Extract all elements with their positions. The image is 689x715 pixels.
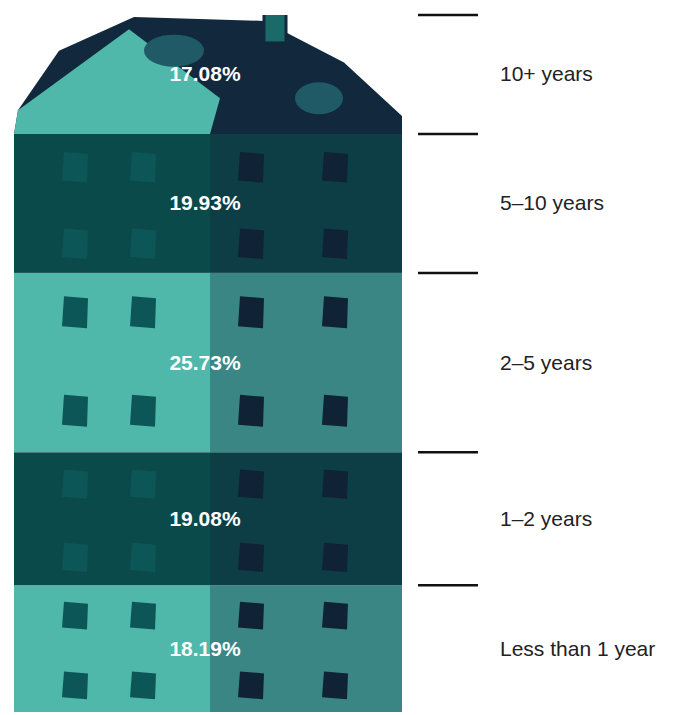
roof-window <box>295 82 343 114</box>
band-tick <box>418 272 478 275</box>
data-label: 19.08% <box>169 507 241 530</box>
category-label: 1–2 years <box>500 507 592 530</box>
category-label: 5–10 years <box>500 191 604 214</box>
window <box>130 470 156 499</box>
floor <box>14 134 402 273</box>
data-label: 17.08% <box>169 62 241 85</box>
window <box>322 671 348 699</box>
category-label: 10+ years <box>500 62 593 85</box>
labels: 18.19% Less than 1 year 19.08% 1–2 years 25.… <box>169 15 655 660</box>
category-label: 2–5 years <box>500 351 592 374</box>
window <box>238 228 264 259</box>
window <box>322 228 348 259</box>
chimney <box>264 15 286 43</box>
window <box>62 228 88 259</box>
data-label: 18.19% <box>169 637 241 660</box>
band-tick <box>418 584 478 587</box>
window <box>62 152 88 183</box>
floor <box>14 273 402 452</box>
window <box>130 296 156 328</box>
window <box>322 152 348 183</box>
floor <box>14 452 402 585</box>
building <box>14 15 402 712</box>
data-label: 19.93% <box>169 191 241 214</box>
window <box>62 395 88 427</box>
window <box>238 152 264 183</box>
band-tick <box>418 14 478 17</box>
floor <box>14 585 402 712</box>
window <box>130 152 156 183</box>
roof <box>14 15 402 134</box>
roof-shape <box>14 17 402 134</box>
window <box>62 543 88 572</box>
window <box>322 543 348 572</box>
window <box>322 395 348 427</box>
window <box>62 296 88 328</box>
window <box>238 395 264 427</box>
window <box>130 228 156 259</box>
window <box>238 602 264 630</box>
window <box>238 296 264 328</box>
data-label: 25.73% <box>169 351 241 374</box>
window <box>130 602 156 630</box>
window <box>238 671 264 699</box>
window <box>130 543 156 572</box>
chart: 18.19% Less than 1 year 19.08% 1–2 years 25.… <box>0 0 689 715</box>
category-label: Less than 1 year <box>500 637 655 660</box>
window <box>322 602 348 630</box>
window <box>130 395 156 427</box>
band-tick <box>418 133 478 136</box>
window <box>62 671 88 699</box>
window <box>238 543 264 572</box>
window <box>238 470 264 499</box>
band-tick <box>418 451 478 454</box>
window <box>62 470 88 499</box>
window <box>130 671 156 699</box>
window <box>322 470 348 499</box>
window <box>62 602 88 630</box>
window <box>322 296 348 328</box>
